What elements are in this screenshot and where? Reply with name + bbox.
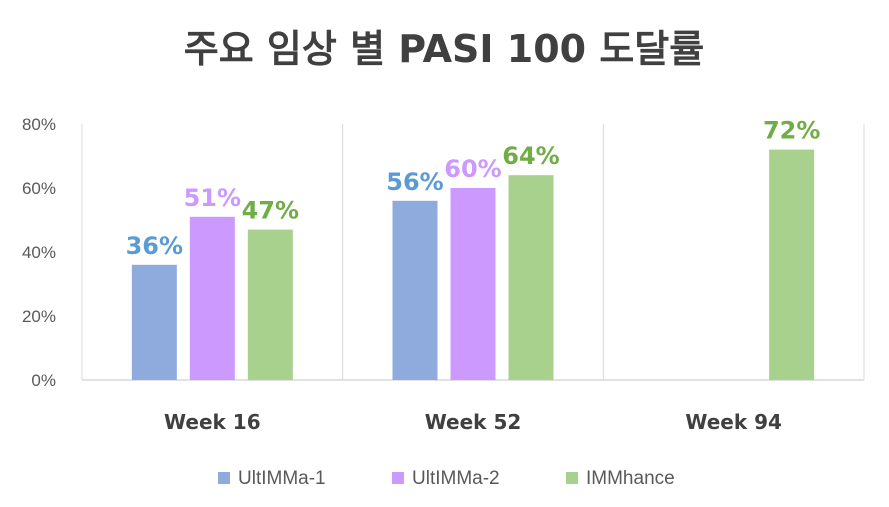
legend-label: UltIMMa-2 xyxy=(412,468,500,489)
data-label: 47% xyxy=(242,197,299,225)
y-tick-label: 40% xyxy=(22,243,56,262)
legend-swatch xyxy=(566,472,578,484)
y-tick-label: 20% xyxy=(22,307,56,326)
bar xyxy=(450,188,496,380)
legend-swatch xyxy=(218,472,230,484)
bar xyxy=(769,149,815,380)
bars xyxy=(131,149,815,380)
bar xyxy=(508,175,554,380)
y-tick-label: 60% xyxy=(22,179,56,198)
data-label: 36% xyxy=(126,232,183,260)
legend-label: UltIMMa-1 xyxy=(238,468,326,489)
y-tick-label: 0% xyxy=(31,371,56,390)
legend-label: IMMhance xyxy=(586,468,675,489)
bar xyxy=(131,264,177,380)
data-label: 72% xyxy=(763,117,820,145)
legend-swatch xyxy=(392,472,404,484)
bar xyxy=(189,216,235,380)
legend: UltIMMa-1 UltIMMa-2 IMMhance xyxy=(218,468,675,489)
x-tick-label: Week 94 xyxy=(685,410,782,434)
x-axis-ticks: Week 16 Week 52 Week 94 xyxy=(164,410,782,434)
bar xyxy=(392,200,438,380)
data-label: 56% xyxy=(386,168,443,196)
data-label: 51% xyxy=(184,184,241,212)
data-label: 60% xyxy=(444,155,501,183)
data-label: 64% xyxy=(502,142,559,170)
bar xyxy=(247,229,293,380)
y-axis-ticks: 0% 20% 40% 60% 80% xyxy=(22,115,56,390)
chart-title: 주요 임상 별 PASI 100 도달률 xyxy=(184,27,704,71)
x-tick-label: Week 16 xyxy=(164,410,261,434)
data-labels: 36%51% 47% 56% 60% 64% 72% xyxy=(126,117,821,260)
y-tick-label: 80% xyxy=(22,115,56,134)
x-tick-label: Week 52 xyxy=(425,410,522,434)
